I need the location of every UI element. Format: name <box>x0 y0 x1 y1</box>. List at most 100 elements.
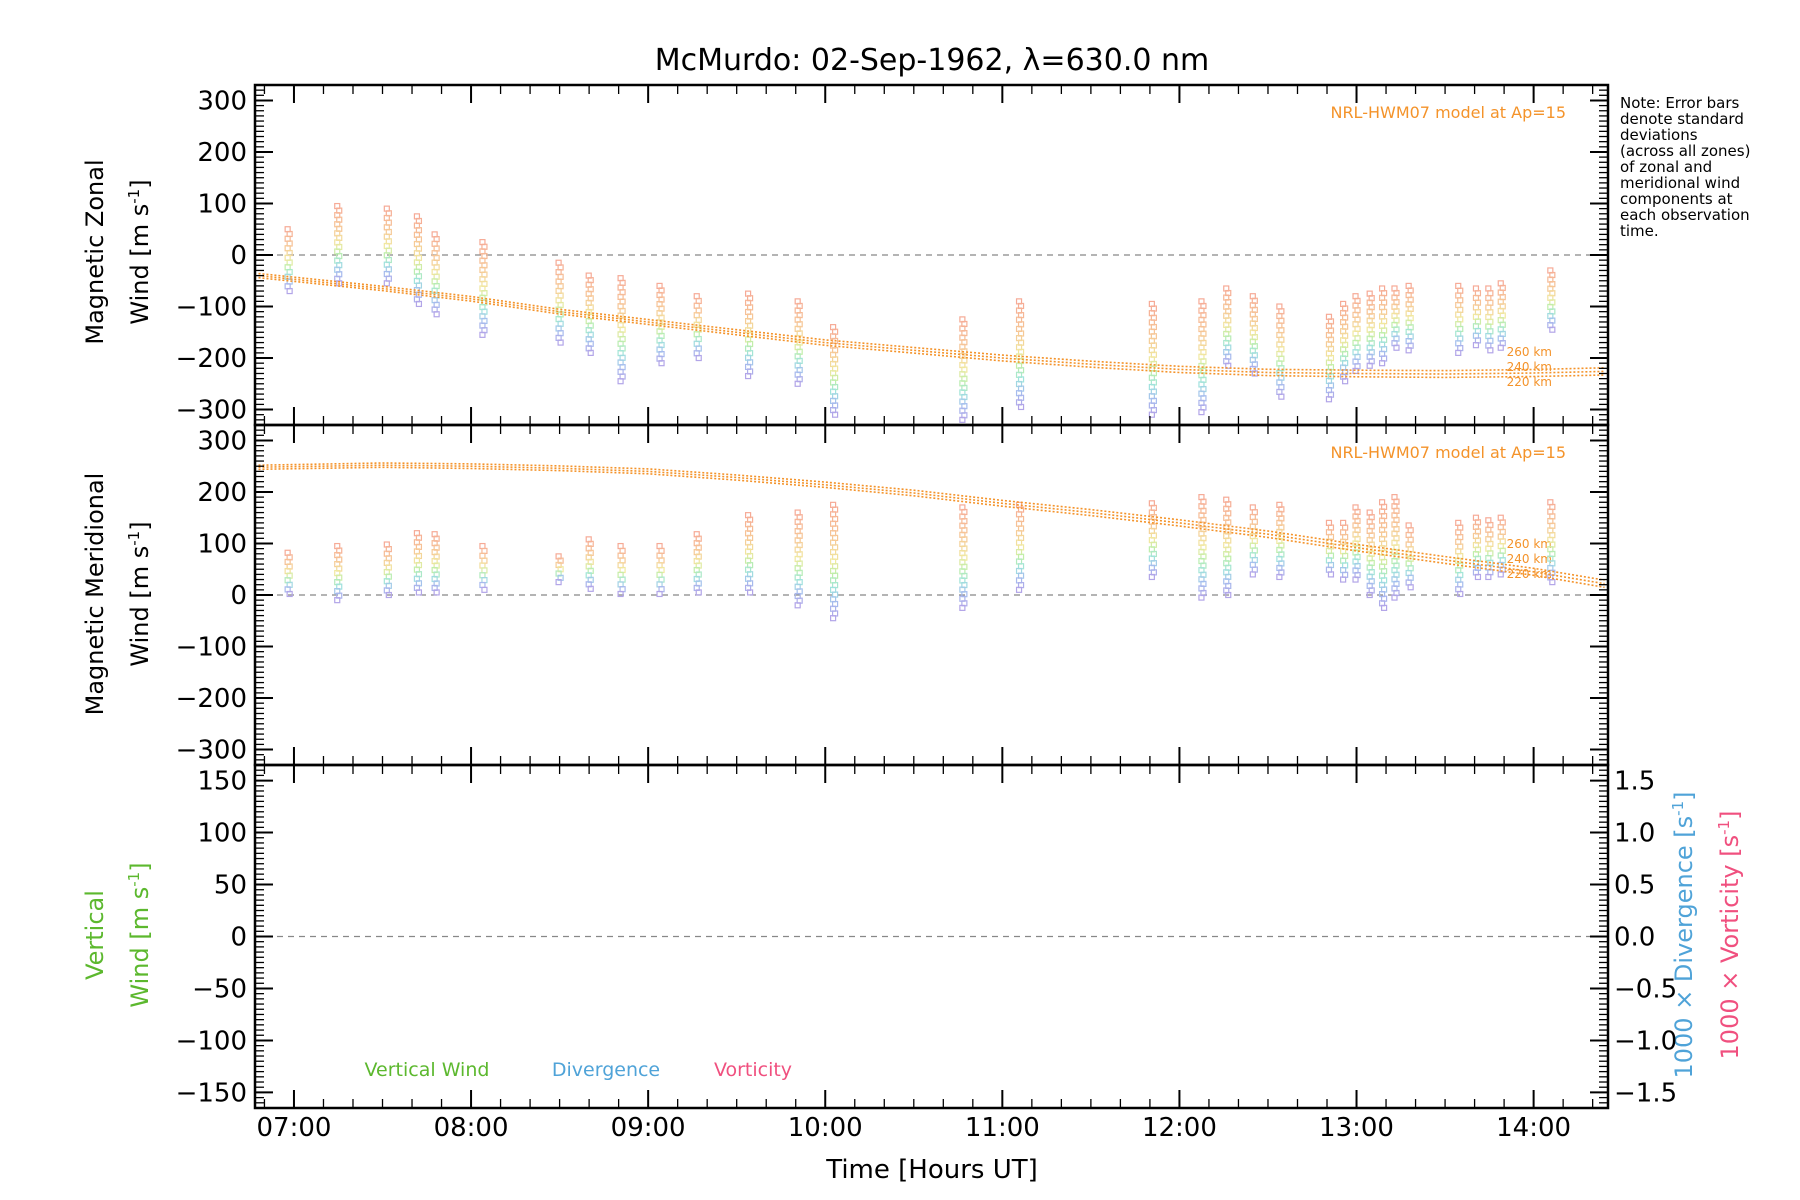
meridional-observation-point <box>695 589 702 596</box>
meridional-observation-point <box>415 589 423 596</box>
note-line: of zonal and <box>1620 158 1712 176</box>
note-line: (across all zones) <box>1620 142 1750 160</box>
zonal-observation-point <box>1278 393 1285 400</box>
meridional-observation-point <box>1485 573 1492 581</box>
zonal-observation-point <box>1017 403 1025 411</box>
zonal-ylabel-exp: -1 <box>125 189 143 204</box>
meridional-observation-point <box>794 602 801 609</box>
meridional-observation-column <box>656 542 665 598</box>
zonal-observation-point <box>383 280 390 287</box>
meridional-observation-column <box>1366 509 1375 599</box>
meridional-observation-column <box>693 531 702 596</box>
zonal-alt-label: 260 km <box>1507 345 1552 359</box>
meridional-observation-point <box>481 577 488 584</box>
note-line: components at <box>1620 190 1733 208</box>
meridional-observation-point <box>1380 604 1388 611</box>
zonal-observation-point <box>1251 370 1258 377</box>
meridional-observation-point <box>481 547 488 555</box>
meridional-observation-column <box>959 504 968 611</box>
right-ytick-label: 1.0 <box>1614 819 1655 849</box>
meridional-observation-point <box>481 586 488 593</box>
zonal-observation-column <box>1148 300 1157 418</box>
meridional-observation-column <box>829 501 839 622</box>
meridional-observation-point <box>1366 591 1373 599</box>
right-ytick-label: 0.5 <box>1614 871 1655 901</box>
meridional-observation-point <box>959 604 966 611</box>
vertical-ytick-label: −150 <box>176 1078 247 1108</box>
meridional-observation-column <box>1391 494 1400 601</box>
zonal-observation-column <box>959 316 968 423</box>
xtick-label: 14:00 <box>1496 1113 1571 1143</box>
zonal-observation-column <box>1015 298 1025 411</box>
zonal-observation-column <box>744 290 754 380</box>
zonal-ytick-label: 200 <box>197 138 247 168</box>
meridional-ylabel: Magnetic Meridional Wind [m s-1] <box>81 473 154 716</box>
meridional-observation-column <box>334 542 343 604</box>
meridional-observation-point <box>479 572 486 579</box>
meridional-observation-column <box>1223 496 1232 599</box>
meridional-ylabel-unit: Wind [m s <box>126 546 154 667</box>
xtick-label: 13:00 <box>1319 1113 1394 1143</box>
meridional-observation-column <box>1148 500 1157 581</box>
zonal-observation-point <box>1393 344 1400 351</box>
zonal-model-curve <box>258 276 1605 379</box>
zonal-observation-point <box>1378 360 1386 367</box>
zonal-observation-point <box>1366 362 1373 369</box>
zonal-model-curve <box>258 272 1605 372</box>
meridional-model-curve <box>258 462 1605 581</box>
meridional-observation-column <box>1198 494 1207 601</box>
note-line: time. <box>1620 222 1659 240</box>
meridional-observation-point <box>1327 571 1335 578</box>
meridional-observation-point <box>1015 586 1023 593</box>
divergence-axis-label-close: ] <box>1670 791 1698 800</box>
meridional-ytick-label: 0 <box>230 581 247 611</box>
zonal-observation-column <box>1325 313 1335 403</box>
vorticity-axis-label: 1000 × Vorticity [s-1] <box>1715 811 1744 1060</box>
zonal-observation-point <box>1487 347 1494 354</box>
right-ytick-label: −0.5 <box>1614 974 1677 1004</box>
plot-layer: 3002001000−100−200−3003002001000−100−200… <box>176 83 1677 1143</box>
zonal-observation-column <box>431 231 440 318</box>
zonal-observation-column <box>656 282 665 367</box>
meridional-observation-point <box>1407 584 1414 591</box>
meridional-observation-point <box>1340 576 1347 583</box>
zonal-observation-column <box>1276 303 1285 400</box>
zonal-observation-column <box>617 275 626 385</box>
meridional-model-curve <box>258 466 1605 589</box>
meridional-observation-point <box>479 562 486 569</box>
legend-divergence: Divergence <box>552 1059 660 1081</box>
zonal-observation-point <box>587 349 594 356</box>
meridional-observation-point <box>1497 571 1504 578</box>
meridional-observation-column <box>1015 501 1025 593</box>
zonal-observation-point <box>557 339 564 346</box>
zonal-observation-point <box>433 311 440 318</box>
chart-title: McMurdo: 02-Sep-1962, λ=630.0 nm <box>655 43 1209 78</box>
zonal-observation-point <box>1342 378 1349 385</box>
zonal-observation-column <box>693 293 702 362</box>
vertical-ytick-label: 150 <box>197 767 247 797</box>
vertical-ylabel-close: ] <box>126 862 154 871</box>
right-ylabels: 1000 × Divergence [s-1] 1000 × Vorticity… <box>1669 791 1744 1078</box>
zonal-observation-point <box>479 331 486 338</box>
zonal-ylabel: Magnetic Zonal Wind [m s-1] <box>81 159 154 344</box>
meridional-observation-column <box>1547 499 1556 586</box>
zonal-observation-column <box>1405 282 1414 354</box>
meridional-observation-point <box>479 542 486 550</box>
zonal-observation-point <box>1225 362 1232 369</box>
zonal-observation-point <box>286 287 293 295</box>
zonal-ytick-label: 300 <box>197 86 247 116</box>
zonal-observation-column <box>829 324 839 418</box>
zonal-ylabel-line1: Magnetic Zonal <box>81 159 109 344</box>
zonal-ytick-label: −200 <box>176 344 247 374</box>
vertical-panel: 150 1.5 100 1.0 50 0.5 0 0.0 −50 −0.5 −100 −1.0 −150… <box>176 763 1677 1110</box>
zonal-ytick-label: 100 <box>197 189 247 219</box>
meridional-observation-column <box>617 542 626 598</box>
note-line: denote standard <box>1620 110 1744 128</box>
zonal-observation-point <box>959 416 966 423</box>
zonal-observation-point <box>1325 396 1333 403</box>
meridional-model-label: NRL-HWM07 model at Ap=15 <box>1330 443 1566 462</box>
zonal-observation-column <box>284 226 293 295</box>
legend-vorticity: Vorticity <box>714 1059 792 1081</box>
zonal-observation-point <box>1549 326 1556 333</box>
meridional-observation-column <box>555 553 564 586</box>
